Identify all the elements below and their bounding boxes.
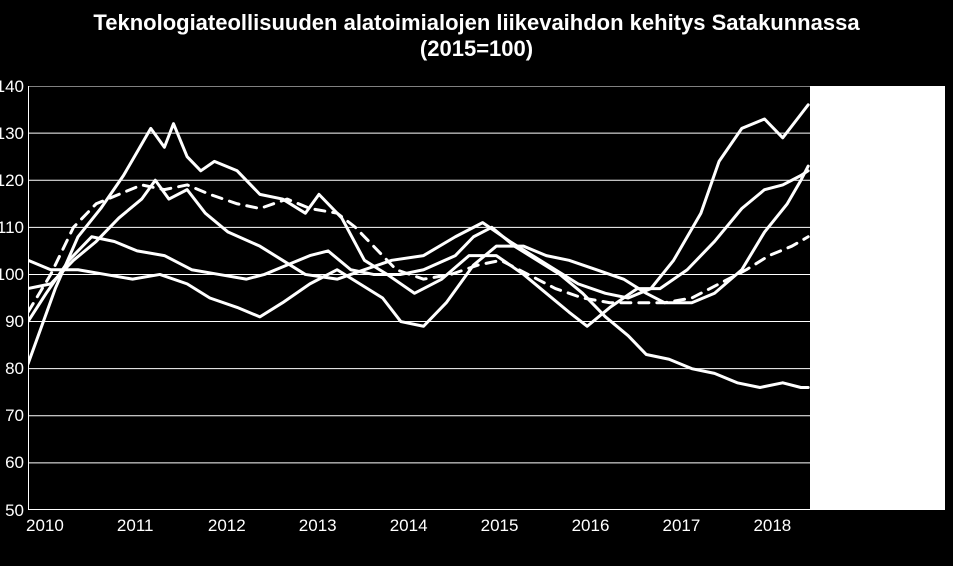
x-tick-label: 2017	[663, 516, 701, 536]
legend-box	[810, 86, 945, 510]
y-tick-label: 70	[5, 406, 24, 426]
chart-title-line2: (2015=100)	[0, 36, 953, 62]
y-tick-label: 100	[0, 265, 24, 285]
y-tick-label: 60	[5, 453, 24, 473]
series-2	[28, 124, 808, 364]
y-tick-label: 50	[5, 501, 24, 521]
x-tick-label: 2013	[299, 516, 337, 536]
x-tick-label: 2015	[481, 516, 519, 536]
series-5	[28, 227, 808, 387]
chart-title: Teknologiateollisuuden alatoimialojen li…	[0, 10, 953, 63]
x-tick-label: 2014	[390, 516, 428, 536]
x-tick-label: 2012	[208, 516, 246, 536]
x-tick-label: 2016	[572, 516, 610, 536]
x-tick-label: 2010	[26, 516, 64, 536]
series-3	[28, 166, 808, 326]
y-tick-label: 120	[0, 171, 24, 191]
y-tick-label: 80	[5, 359, 24, 379]
y-tick-label: 110	[0, 218, 24, 238]
series-1	[28, 105, 808, 298]
y-tick-label: 90	[5, 312, 24, 332]
chart-title-line1: Teknologiateollisuuden alatoimialojen li…	[0, 10, 953, 36]
line-chart-plot	[28, 86, 810, 510]
y-tick-label: 140	[0, 77, 24, 97]
x-tick-label: 2011	[117, 516, 154, 536]
y-tick-label: 130	[0, 124, 24, 144]
x-tick-label: 2018	[753, 516, 791, 536]
